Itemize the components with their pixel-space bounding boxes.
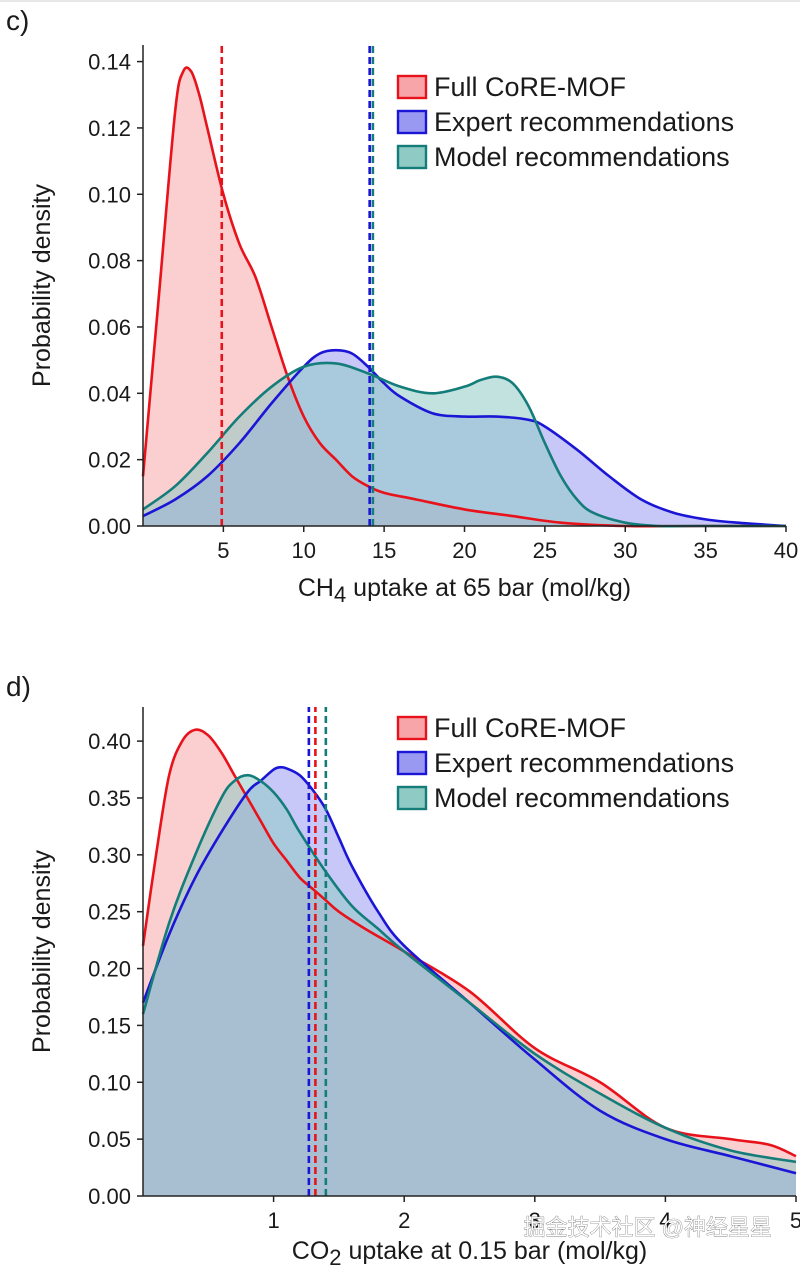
- x-tick-label: 5: [217, 538, 229, 563]
- x-tick-label: 4: [659, 1208, 671, 1233]
- y-tick-label: 0.00: [88, 514, 131, 539]
- x-tick-label: 10: [292, 538, 316, 563]
- y-tick-label: 0.12: [88, 116, 131, 141]
- x-tick-label: 3: [529, 1208, 541, 1233]
- y-tick-label: 0.06: [88, 315, 131, 340]
- legend-label-0: Full CoRE-MOF: [434, 713, 626, 743]
- series-lines: [141, 66, 787, 528]
- y-tick-label: 0.10: [88, 1070, 131, 1095]
- legend: Full CoRE-MOF Expert recommendations Model…: [396, 72, 734, 172]
- x-tick-label: 20: [452, 538, 476, 563]
- x-tick-label: 5: [790, 1208, 800, 1233]
- y-axis-label: Probability density: [28, 850, 56, 1053]
- legend: Full CoRE-MOF Expert recommendations Model…: [396, 713, 734, 813]
- series-area-2: [143, 775, 796, 1196]
- legend-swatch-2: [396, 785, 428, 811]
- x-tick-label: 35: [693, 538, 717, 563]
- y-tick-label: 0.15: [88, 1013, 131, 1038]
- y-tick-label: 0.25: [88, 900, 131, 925]
- series-area-2: [143, 362, 786, 527]
- legend-swatch-1: [396, 109, 428, 135]
- legend-swatch-0: [396, 715, 428, 741]
- y-tick-label: 0.00: [88, 1184, 131, 1209]
- series-line-1: [142, 348, 787, 528]
- series-fills: [143, 729, 796, 1196]
- y-axis-label: Probability density: [28, 184, 56, 387]
- x-axis-label: CH4 uptake at 65 bar (mol/kg): [298, 574, 631, 607]
- y-tick-label: 0.14: [88, 50, 131, 75]
- legend-swatch-0: [396, 74, 428, 100]
- x-tick-label: 15: [372, 538, 396, 563]
- x-tick-label: 25: [533, 538, 557, 563]
- legend-label-1: Expert recommendations: [434, 748, 734, 778]
- x-tick-label: 1: [267, 1208, 279, 1233]
- y-tick-label: 0.30: [88, 843, 131, 868]
- y-tick-label: 0.20: [88, 957, 131, 982]
- legend-label-1: Expert recommendations: [434, 107, 734, 137]
- watermark-text: 掘金技术社区 @神经星星: [524, 1215, 772, 1240]
- x-tick-label: 2: [398, 1208, 410, 1233]
- legend-swatch-2: [396, 144, 428, 170]
- legend-label-2: Model recommendations: [434, 142, 730, 172]
- legend-label-2: Model recommendations: [434, 783, 730, 813]
- y-tick-label: 0.08: [88, 249, 131, 274]
- y-tick-label: 0.40: [88, 729, 131, 754]
- legend-swatch-1: [396, 750, 428, 776]
- x-tick-label: 30: [613, 538, 637, 563]
- panel-label: c): [6, 5, 29, 36]
- y-tick-label: 0.04: [88, 381, 131, 406]
- series-fills: [143, 67, 786, 527]
- chart-panel-d: d) 0.00 0.05 0.10 0.15 0.20 0.25 0.30 0.35 0.40 1 2…: [6, 671, 800, 1268]
- legend-label-0: Full CoRE-MOF: [434, 72, 626, 102]
- y-tick-label: 0.35: [88, 786, 131, 811]
- y-tick-label: 0.10: [88, 182, 131, 207]
- series-line-0: [141, 66, 786, 528]
- series-line-2: [141, 773, 797, 1164]
- series-line-0: [141, 728, 797, 1158]
- x-tick-label: 40: [774, 538, 798, 563]
- y-tick-label: 0.02: [88, 448, 131, 473]
- x-axis-label: CO2 uptake at 0.15 bar (mol/kg): [292, 1237, 647, 1268]
- panel-label: d): [6, 671, 31, 702]
- chart-panel-c: c) 0.00 0.02 0.04 0.06 0.08 0.10 0.12 0.14 5 10 15 2…: [6, 5, 798, 607]
- series-line-2: [142, 361, 786, 528]
- y-tick-label: 0.05: [88, 1127, 131, 1152]
